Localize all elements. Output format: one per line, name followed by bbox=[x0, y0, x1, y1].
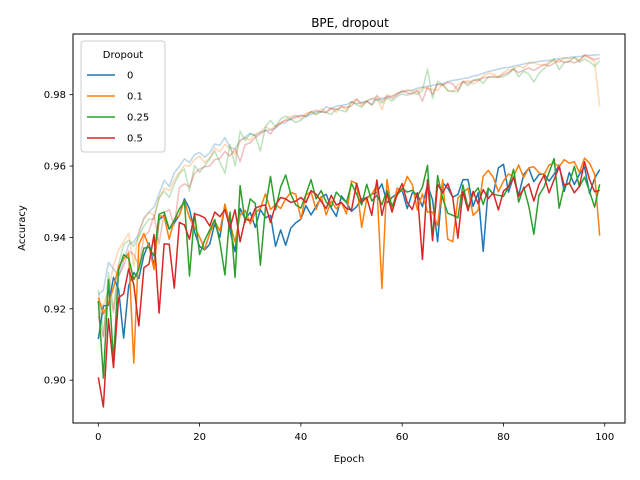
x-tick-label: 20 bbox=[193, 432, 206, 443]
y-tick-label: 0.96 bbox=[44, 162, 66, 173]
faded-series-line-3 bbox=[97, 53, 600, 339]
x-tick-label: 80 bbox=[497, 432, 510, 443]
legend: Dropout 0 0.1 0.25 0.5 bbox=[80, 40, 166, 153]
y-tick-label: 0.92 bbox=[44, 304, 66, 315]
series-line-1 bbox=[97, 157, 601, 364]
x-tick-label: 0 bbox=[95, 432, 101, 443]
faded-series-line-2 bbox=[97, 56, 601, 337]
legend-label: 0.25 bbox=[127, 113, 149, 124]
y-tick-label: 0.90 bbox=[44, 376, 66, 387]
plot-frame bbox=[72, 33, 626, 424]
y-axis-title: Accuracy bbox=[17, 205, 28, 251]
legend-label: 0.1 bbox=[127, 92, 143, 103]
plot-area bbox=[97, 53, 601, 408]
x-tick-label: 100 bbox=[595, 432, 614, 443]
y-tick-label: 0.94 bbox=[44, 233, 66, 244]
legend-label: 0 bbox=[127, 71, 133, 82]
x-tick-label: 60 bbox=[396, 432, 409, 443]
x-axis: 0 20 40 60 80 100 bbox=[95, 423, 614, 443]
x-tick-label: 40 bbox=[295, 432, 308, 443]
faded-series-line-0 bbox=[97, 53, 600, 296]
y-axis: 0.90 0.92 0.94 0.96 0.98 bbox=[44, 90, 73, 387]
chart-title: BPE, dropout bbox=[311, 16, 389, 30]
faded-series-line-1 bbox=[97, 55, 601, 306]
series-line-3 bbox=[97, 161, 600, 408]
x-axis-title: Epoch bbox=[334, 454, 365, 465]
legend-label: 0.5 bbox=[127, 134, 143, 145]
y-tick-label: 0.98 bbox=[44, 90, 66, 101]
legend-title: Dropout bbox=[103, 50, 144, 61]
legend-box bbox=[80, 40, 166, 153]
